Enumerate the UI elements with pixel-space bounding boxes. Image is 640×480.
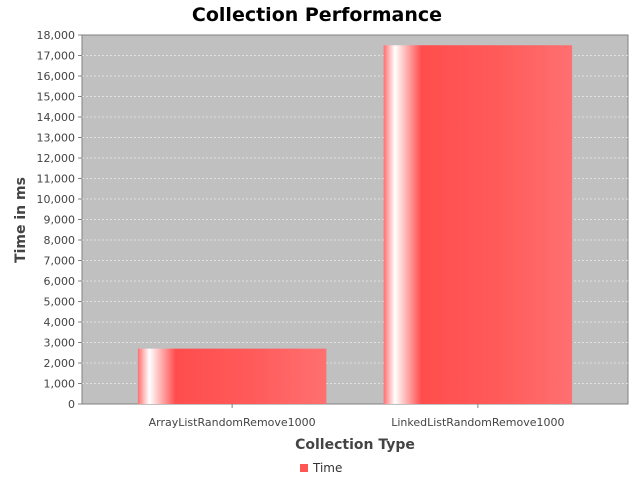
y-tick-label: 8,000 xyxy=(44,234,76,247)
y-tick-label: 11,000 xyxy=(37,173,76,186)
bars xyxy=(137,45,573,404)
y-tick-label: 14,000 xyxy=(37,111,76,124)
bar-1 xyxy=(137,348,327,404)
y-tick-label: 16,000 xyxy=(37,70,76,83)
x-tick-label: ArrayListRandomRemove1000 xyxy=(149,416,316,429)
y-tick-label: 12,000 xyxy=(37,152,76,165)
y-tick-label: 3,000 xyxy=(44,337,76,350)
y-tick-label: 15,000 xyxy=(37,91,76,104)
y-tick-label: 9,000 xyxy=(44,214,76,227)
y-tick-label: 10,000 xyxy=(37,193,76,206)
legend-label: Time xyxy=(312,461,342,475)
y-tick-label: 2,000 xyxy=(44,357,76,370)
y-axis-label: Time in ms xyxy=(13,177,29,263)
bar-2 xyxy=(383,45,573,404)
y-tick-label: 4,000 xyxy=(44,316,76,329)
x-tick-label: LinkedListRandomRemove1000 xyxy=(391,416,564,429)
x-axis-label: Collection Type xyxy=(295,437,415,453)
y-tick-label: 0 xyxy=(68,398,75,411)
y-tick-label: 7,000 xyxy=(44,255,76,268)
x-axis-ticks: ArrayListRandomRemove1000 LinkedListRando… xyxy=(149,404,564,429)
y-tick-label: 13,000 xyxy=(37,132,76,145)
gridlines xyxy=(82,55,628,384)
chart-title: Collection Performance xyxy=(192,4,442,26)
legend: Time xyxy=(300,461,342,475)
y-tick-label: 17,000 xyxy=(37,50,76,63)
y-axis-ticks: 0 1,000 2,000 3,000 4,000 5,000 6,000 7,000 8,00… xyxy=(37,29,82,411)
y-tick-label: 5,000 xyxy=(44,296,76,309)
y-tick-label: 1,000 xyxy=(44,378,76,391)
legend-swatch xyxy=(300,464,308,472)
y-tick-label: 18,000 xyxy=(37,29,76,42)
y-tick-label: 6,000 xyxy=(44,275,76,288)
